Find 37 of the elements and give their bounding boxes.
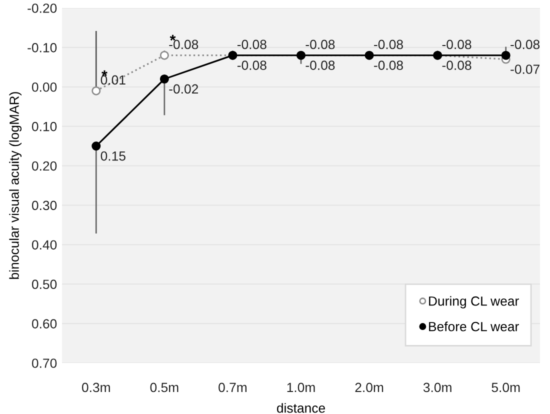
x-tick-label: 0.3m bbox=[82, 382, 110, 392]
x-tick-label: 1.0m bbox=[287, 382, 315, 392]
x-tick-label: 2.0m bbox=[355, 382, 384, 392]
data-label: -0.08 bbox=[374, 60, 403, 70]
x-tick-label: 3.0m bbox=[423, 382, 452, 392]
y-tick-label: 0.70 bbox=[32, 358, 57, 368]
y-tick-label: 0.30 bbox=[32, 200, 57, 210]
data-label: -0.08 bbox=[442, 60, 472, 70]
x-tick-label: 0.5m bbox=[150, 382, 178, 392]
data-label: -0.08 bbox=[442, 40, 472, 50]
y-tick-label: 0.10 bbox=[32, 122, 57, 132]
y-axis-title: binocular visual acuity (logMAR) bbox=[9, 92, 22, 279]
y-tick-label: -0.20 bbox=[28, 4, 57, 13]
x-tick-label: 0.7m bbox=[218, 382, 247, 392]
data-label: 0.15 bbox=[100, 151, 126, 161]
data-label: -0.08 bbox=[306, 60, 335, 70]
data-label: -0.08 bbox=[510, 40, 540, 50]
data-label: 0.01 bbox=[100, 75, 126, 85]
y-tick-label: 0.40 bbox=[32, 240, 57, 250]
annotation: * bbox=[102, 70, 108, 76]
data-label: -0.07 bbox=[510, 64, 540, 74]
legend-label: During CL wear bbox=[429, 296, 519, 308]
x-tick-label: 5.0m bbox=[492, 382, 520, 392]
y-tick-label: 0.20 bbox=[32, 161, 57, 171]
y-tick-label: -0.10 bbox=[28, 43, 57, 52]
data-label: -0.08 bbox=[169, 40, 198, 50]
x-axis-title: distance bbox=[276, 403, 325, 413]
legend-label: Before CL wear bbox=[429, 322, 519, 332]
data-label: -0.08 bbox=[306, 40, 335, 50]
data-label: -0.02 bbox=[169, 84, 198, 94]
data-label: -0.08 bbox=[237, 60, 266, 70]
y-tick-label: 0.60 bbox=[32, 319, 57, 328]
data-label: -0.08 bbox=[374, 40, 403, 50]
annotation: * bbox=[170, 34, 176, 41]
y-tick-label: 0.00 bbox=[32, 82, 57, 92]
y-tick-label: 0.50 bbox=[32, 280, 57, 290]
data-label: -0.08 bbox=[237, 40, 266, 50]
